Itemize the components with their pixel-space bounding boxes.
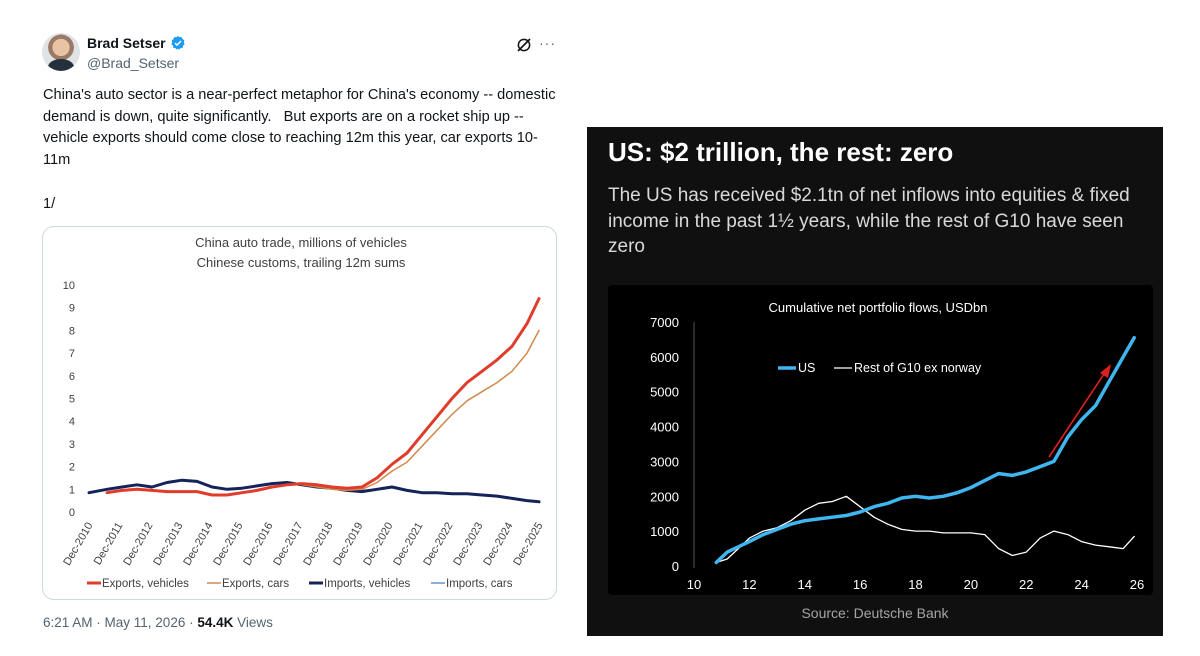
- x-tick-label: 14: [798, 577, 812, 592]
- y-tick-label: 4000: [650, 420, 679, 435]
- x-tick-label: 10: [687, 577, 701, 592]
- x-tick-label: Dec-2022: [421, 521, 455, 568]
- grok-icon[interactable]: [515, 36, 533, 54]
- china-auto-trade-chart: China auto trade, millions of vehicles C…: [61, 235, 545, 590]
- x-tick-label: Dec-2024: [481, 521, 515, 568]
- x-tick-label: 24: [1074, 577, 1088, 592]
- y-tick-label: 0: [672, 559, 679, 574]
- x-tick-label: Dec-2023: [451, 521, 485, 568]
- x-tick-label: 22: [1019, 577, 1033, 592]
- chart-subtitle: Chinese customs, trailing 12m sums: [197, 255, 406, 270]
- y-tick-label: 7: [69, 348, 75, 360]
- legend-label: Rest of G10 ex norway: [854, 361, 982, 375]
- y-tick-label: 1: [69, 484, 75, 496]
- more-icon[interactable]: ···: [539, 35, 556, 51]
- avatar[interactable]: [42, 33, 80, 71]
- y-tick-label: 1000: [650, 524, 679, 539]
- thread-number: 1/: [43, 196, 56, 212]
- x-tick-label: 20: [964, 577, 978, 592]
- views-count: 54.4K: [197, 615, 234, 630]
- x-tick-label: Dec-2015: [211, 521, 245, 568]
- y-tick-label: 8: [69, 325, 75, 337]
- y-tick-label: 3000: [650, 454, 679, 469]
- x-tick-label: 12: [742, 577, 756, 592]
- x-tick-label: Dec-2016: [241, 521, 275, 568]
- tweet-media-chart[interactable]: China auto trade, millions of vehicles C…: [42, 226, 557, 600]
- series-line-rest-of-g-ex-norway: [715, 495, 1135, 564]
- series-line-us: [714, 335, 1136, 565]
- x-tick-label: 16: [853, 577, 867, 592]
- deutsche-bank-image: US: $2 trillion, the rest: zero The US h…: [587, 127, 1163, 636]
- portfolio-flows-chart: Cumulative net portfolio flows, USDbn 01…: [650, 300, 1144, 592]
- x-tick-label: Dec-2014: [181, 521, 215, 568]
- author-display-name[interactable]: Brad Setser: [87, 35, 166, 51]
- chart-title: Cumulative net portfolio flows, USDbn: [769, 300, 988, 315]
- image-source: Source: Deutsche Bank: [801, 605, 949, 621]
- x-tick-label: Dec-2010: [61, 521, 95, 568]
- y-tick-label: 7000: [650, 315, 679, 330]
- tweet-meta: 6:21 AM · May 11, 2026 · 54.4K Views: [43, 615, 273, 630]
- legend-label: Exports, vehicles: [102, 578, 189, 590]
- y-tick-label: 3: [69, 439, 75, 451]
- x-tick-label: 26: [1130, 577, 1144, 592]
- image-subtitle: The US has received $2.1tn of net inflow…: [608, 185, 1130, 257]
- verified-badge-icon: [170, 36, 185, 50]
- legend-label: Imports, cars: [446, 578, 513, 590]
- series-line-exports-vehicles: [105, 297, 541, 497]
- y-tick-label: 6000: [650, 350, 679, 365]
- tweet-card: Brad Setser @Brad_Setser ··· China's aut…: [0, 0, 585, 656]
- author-handle[interactable]: @Brad_Setser: [87, 55, 180, 71]
- y-tick-label: 0: [69, 507, 75, 519]
- y-tick-label: 4: [69, 416, 75, 428]
- legend-label: Imports, vehicles: [324, 578, 411, 590]
- tweet-text: China's auto sector is a near-perfect me…: [43, 87, 560, 168]
- y-tick-label: 2: [69, 462, 75, 474]
- y-tick-label: 10: [63, 280, 75, 292]
- x-tick-label: Dec-2012: [121, 521, 155, 568]
- y-tick-label: 5000: [650, 385, 679, 400]
- views-label: Views: [233, 615, 273, 630]
- tweet-timestamp[interactable]: 6:21 AM · May 11, 2026 ·: [43, 615, 198, 630]
- y-tick-label: 5: [69, 394, 75, 406]
- x-tick-label: Dec-2011: [92, 521, 126, 568]
- x-tick-label: Dec-2021: [391, 521, 425, 568]
- x-tick-label: Dec-2025: [511, 521, 545, 568]
- image-title: US: $2 trillion, the rest: zero: [608, 137, 954, 167]
- y-tick-label: 6: [69, 371, 75, 383]
- y-tick-label: 2000: [650, 489, 679, 504]
- legend-label: US: [798, 361, 815, 375]
- x-tick-label: Dec-2019: [331, 521, 365, 568]
- author-name-row: Brad Setser: [87, 35, 186, 51]
- x-tick-label: Dec-2013: [151, 521, 185, 568]
- x-tick-label: Dec-2020: [361, 521, 395, 568]
- x-tick-label: 18: [908, 577, 922, 592]
- y-tick-label: 9: [69, 303, 75, 315]
- x-tick-label: Dec-2018: [301, 521, 335, 568]
- series-line-exports-cars: [301, 329, 540, 492]
- legend-label: Exports, cars: [222, 578, 289, 590]
- chart-title: China auto trade, millions of vehicles: [195, 235, 407, 250]
- x-tick-label: Dec-2017: [271, 521, 305, 568]
- trend-arrow: [1048, 364, 1111, 458]
